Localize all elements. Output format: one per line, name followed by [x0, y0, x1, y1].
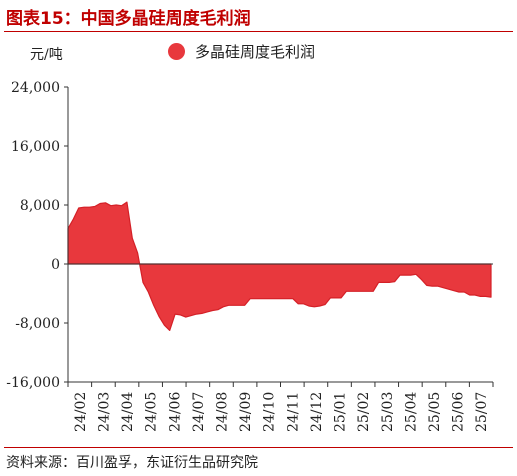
x-tick-label: 24/08	[214, 392, 230, 432]
x-tick-label: 24/04	[120, 392, 136, 432]
legend-label: 多晶硅周度毛利润	[195, 43, 316, 61]
source-note: 资料来源：百川盈孚，东证衍生品研究院	[6, 455, 258, 471]
y-axis-unit-label: 元/吨	[30, 47, 63, 63]
x-tick-label: 25/01	[333, 392, 349, 432]
x-tick-label: 24/03	[96, 392, 112, 432]
x-tick-label: 24/12	[309, 392, 325, 432]
x-tick-label: 24/09	[238, 392, 254, 432]
x-tick-label: 25/05	[427, 392, 443, 432]
x-tick-label: 24/11	[285, 392, 301, 432]
series-area-gross-profit	[67, 201, 492, 331]
x-tick-label: 25/02	[356, 392, 372, 432]
y-tick-label: -8,000	[15, 316, 60, 332]
y-tick-label: 16,000	[11, 139, 60, 155]
x-tick-label: 24/05	[144, 392, 160, 432]
y-tick-label: 24,000	[11, 80, 60, 96]
x-tick-label: 24/02	[73, 392, 89, 432]
x-tick-label: 24/07	[191, 392, 207, 432]
x-tick-label: 24/10	[262, 392, 278, 432]
chart-title: 图表15：中国多晶硅周度毛利润	[6, 9, 251, 29]
x-tick-label: 25/04	[403, 392, 419, 432]
x-tick-label: 24/06	[167, 392, 183, 432]
x-tick-label: 25/06	[451, 392, 467, 432]
source-divider	[4, 447, 513, 448]
legend-swatch	[168, 43, 185, 60]
y-tick-label: 8,000	[20, 198, 60, 214]
legend: 多晶硅周度毛利润	[168, 41, 315, 62]
y-tick-label: -16,000	[6, 375, 60, 391]
title-divider	[4, 31, 513, 32]
y-tick-label: 0	[51, 257, 60, 273]
x-tick-label: 25/03	[380, 392, 396, 432]
x-tick-label: 25/07	[474, 392, 490, 432]
